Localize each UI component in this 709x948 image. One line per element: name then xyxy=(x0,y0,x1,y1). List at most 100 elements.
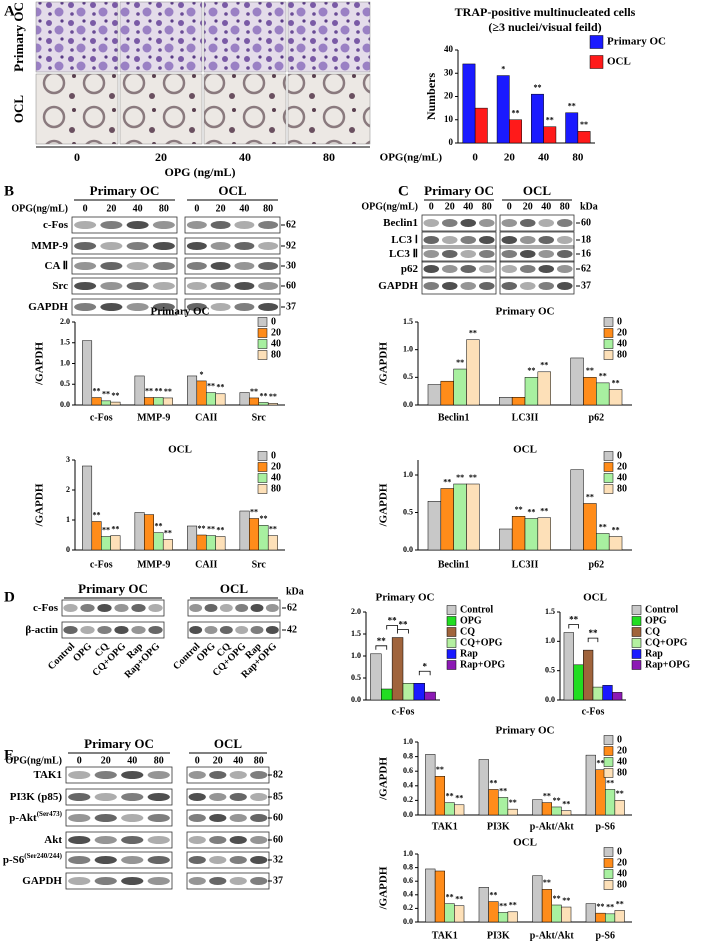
y-tick-label: 3 xyxy=(66,455,70,464)
significance: ** xyxy=(543,878,551,887)
protein-label: CA Ⅱ xyxy=(45,260,68,272)
legend-swatch xyxy=(257,484,268,494)
protein-name: p-Akt xyxy=(9,812,37,824)
micrographs xyxy=(35,1,371,145)
bar xyxy=(153,397,164,406)
legend-label: 0 xyxy=(617,450,622,461)
y-tick-label: 40 xyxy=(444,44,454,54)
chart-title: Primary OC xyxy=(496,306,555,318)
protein-name: c-Fos xyxy=(43,219,69,231)
kda-label: 60 xyxy=(581,217,591,228)
lane-label: 40 xyxy=(127,755,137,766)
blot-strip xyxy=(71,216,178,234)
legend-label: 0 xyxy=(617,846,622,857)
micrograph xyxy=(287,1,371,73)
kda-label: 32 xyxy=(273,854,283,865)
legend-label: OPG xyxy=(645,615,667,626)
blot-band xyxy=(556,219,573,227)
significance: ** xyxy=(553,796,561,805)
protein-name: GAPDH xyxy=(378,280,418,292)
bar xyxy=(466,483,480,551)
micrograph xyxy=(35,1,119,73)
significance: ** xyxy=(499,786,507,795)
blot-band xyxy=(519,282,536,290)
blot-band xyxy=(74,303,97,311)
blot-strip xyxy=(65,809,173,827)
panel-label: D xyxy=(4,589,15,605)
bar xyxy=(573,664,584,701)
legend-label: Rap xyxy=(460,648,478,659)
y-tick-label: 1.0 xyxy=(545,636,555,645)
panel-label: E xyxy=(4,747,14,763)
blot-band xyxy=(68,836,91,844)
y-tick-label: 1.0 xyxy=(403,737,413,746)
bar xyxy=(425,868,436,923)
bar xyxy=(454,804,465,816)
lane-label: 0 xyxy=(195,755,200,766)
blot-band xyxy=(219,604,233,612)
lane-label: 80 xyxy=(254,755,264,766)
x-tick-label: Src xyxy=(252,559,267,570)
protein-site: (Ser473) xyxy=(37,810,63,818)
blot-band xyxy=(519,265,536,273)
kda-label: 37 xyxy=(581,280,591,291)
bar xyxy=(541,889,552,923)
blot-band xyxy=(80,626,95,634)
bar xyxy=(524,377,539,406)
blot-band xyxy=(210,221,231,229)
panel-label: A xyxy=(4,3,15,19)
significance: ** xyxy=(102,390,110,399)
significance: ** xyxy=(489,890,497,899)
protein-name: Beclin1 xyxy=(383,217,418,229)
blot-band xyxy=(121,856,144,864)
legend-swatch xyxy=(603,350,614,360)
blot-band xyxy=(94,771,117,779)
bar xyxy=(440,380,454,406)
legend-swatch xyxy=(257,350,268,360)
lane-label: OPG xyxy=(71,641,94,664)
blot-band xyxy=(114,604,129,612)
blot-band xyxy=(209,793,227,801)
protein-label: LC3 Ⅱ xyxy=(389,248,418,260)
blot-band xyxy=(147,771,170,779)
blot-strip xyxy=(65,851,173,869)
blot-strip xyxy=(421,260,497,278)
kda-label: 37 xyxy=(273,875,283,886)
bar xyxy=(462,63,476,144)
significance: ** xyxy=(93,510,101,519)
bar xyxy=(162,539,173,551)
chart-title: Primary OC xyxy=(151,306,210,318)
significance: ** xyxy=(154,386,162,395)
blot-band xyxy=(100,282,123,290)
bar xyxy=(424,691,436,701)
bar xyxy=(381,688,393,701)
x-tick-label: PI3K xyxy=(487,821,510,832)
bar xyxy=(196,380,207,406)
y-tick-label: 0.0 xyxy=(403,400,413,409)
blot-band xyxy=(538,250,555,258)
legend-swatch xyxy=(631,638,642,648)
blot-band xyxy=(126,262,149,270)
y-tick-label: 1 xyxy=(66,515,70,524)
significance: ** xyxy=(499,901,507,910)
x-tick-label: TAK1 xyxy=(432,821,458,832)
protein-label: TAK1 xyxy=(33,769,62,781)
group-label: Primary OC xyxy=(90,183,160,198)
y-tick-label: 2.0 xyxy=(60,317,70,326)
significance: ** xyxy=(612,525,620,534)
lane-label: 0 xyxy=(429,201,434,212)
blot-band xyxy=(519,236,536,244)
bar xyxy=(144,397,155,406)
blot-strip xyxy=(187,621,281,639)
blot-strip xyxy=(499,214,575,232)
lane-label: 20 xyxy=(216,203,226,214)
legend-swatch xyxy=(603,757,614,767)
y-tick-label: 0 xyxy=(449,137,454,147)
x-tick-label: CAII xyxy=(195,412,217,423)
y-tick-label: 0.5 xyxy=(351,673,361,682)
legend-swatch xyxy=(589,35,604,49)
protein-label: GAPDH xyxy=(22,875,62,887)
bar xyxy=(543,126,557,144)
blot-band xyxy=(147,856,170,864)
